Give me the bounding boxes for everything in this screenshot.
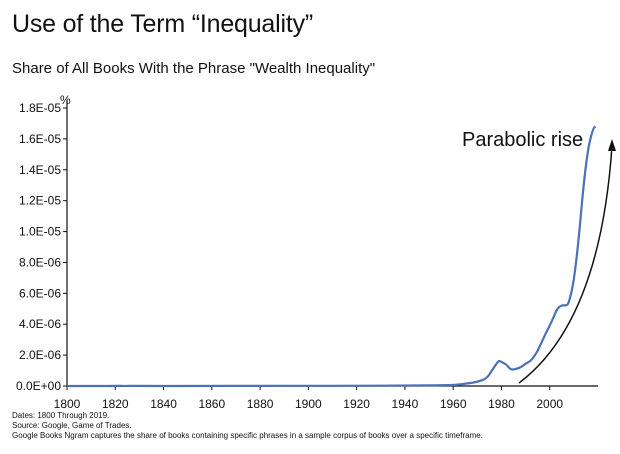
x-tick-label: 1960 [440,397,467,410]
x-tick-label: 1920 [343,397,370,410]
x-axis-ticks: 1800 1820 1840 1860 1880 1900 1920 1940 1960 1980… [54,386,563,410]
annotation-parabolic-rise: Parabolic rise [462,129,583,151]
series-line [67,125,597,388]
y-tick-label: 1.0E-05 [19,225,61,239]
x-tick-label: 2000 [536,397,563,410]
y-tick-label: 0.0E+00 [16,379,61,393]
chart-subtitle: Share of All Books With the Phrase "Weal… [12,60,376,77]
x-tick-label: 1980 [488,397,515,410]
x-tick-label: 1940 [392,397,419,410]
chart-title: Use of the Term “Inequality” [12,10,314,38]
annotation-group: Parabolic rise [462,129,616,384]
y-tick-label: 1.4E-05 [19,163,61,177]
y-tick-label: 8.0E-06 [19,255,61,269]
y-tick-label: 1.8E-05 [19,101,61,115]
footnote-description: Google Books Ngram captures the share of… [12,431,483,440]
line-chart: 0.0E+00 2.0E-06 4.0E-06 6.0E-06 8.0E-06 1.0E-… [16,93,616,410]
parabolic-rise-arrow [518,145,613,384]
series-group [67,125,597,388]
arrow-head [608,139,616,151]
x-tick-label: 1900 [295,397,322,410]
x-tick-label: 1880 [247,397,274,410]
x-tick-label: 1840 [150,397,177,410]
y-tick-label: 2.0E-06 [19,348,61,362]
x-tick-label: 1860 [198,397,225,410]
y-axis-unit-label: % [60,93,71,107]
x-tick-label: 1820 [102,397,129,410]
y-tick-label: 6.0E-06 [19,286,61,300]
footnote-dates: Dates: 1800 Through 2019. [12,411,110,420]
y-tick-label: 1.6E-05 [19,132,61,146]
x-tick-label: 1800 [54,397,81,410]
y-tick-label: 4.0E-06 [19,317,61,331]
y-tick-label: 1.2E-05 [19,194,61,208]
y-axis-ticks: 0.0E+00 2.0E-06 4.0E-06 6.0E-06 8.0E-06 1.0E-… [16,101,67,393]
footnote-source: Source: Google, Game of Trades. [12,421,132,430]
footnotes: Dates: 1800 Through 2019. Source: Google… [12,411,483,441]
